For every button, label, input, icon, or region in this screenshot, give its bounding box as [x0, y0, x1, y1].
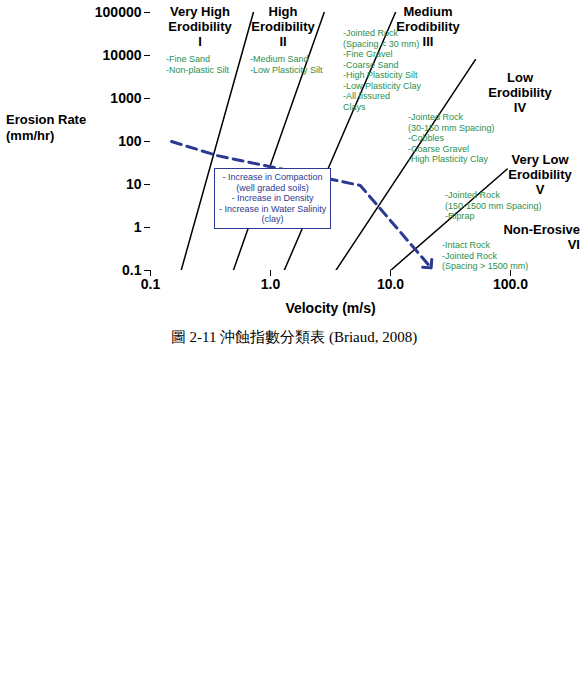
html-text:Erodibility: Erodibility: [396, 19, 460, 34]
svg-text:Velocity (m/s): Velocity (m/s): [285, 300, 375, 316]
html-text:-Intact Rock: -Intact Rock: [442, 240, 490, 250]
html-text:- Increase in Water Salinity: - Increase in Water Salinity: [219, 203, 327, 214]
html-text:Erosion Rate: Erosion Rate: [6, 112, 87, 127]
html-text:Erodibility: Erodibility: [251, 19, 315, 34]
html-text:Non-Erosive: Non-Erosive: [503, 222, 580, 237]
html-text:III: III: [422, 34, 434, 49]
svg-text:0.1: 0.1: [122, 262, 142, 278]
html-text:-Fine Gravel: -Fine Gravel: [343, 49, 393, 59]
html-text:Very High: Very High: [170, 4, 230, 19]
html-text:II: II: [279, 34, 287, 49]
svg-text:10000: 10000: [103, 47, 142, 63]
html-text:I: I: [198, 34, 202, 49]
html-text:-Coarse Sand: -Coarse Sand: [343, 59, 399, 70]
html-text:(Spacing < 30 mm): (Spacing < 30 mm): [343, 38, 420, 49]
html-text:-Cobbles: -Cobbles: [408, 133, 444, 143]
html-text:- Increase in Compaction: - Increase in Compaction: [222, 172, 323, 182]
html-text:-Riprap: -Riprap: [445, 211, 475, 221]
html-text:Clays: Clays: [343, 101, 366, 112]
html-text:-All fissured: -All fissured: [343, 91, 390, 101]
html-text:-Non-plastic Silt: -Non-plastic Silt: [166, 64, 229, 75]
html-text:-Jointed Rock: -Jointed Rock: [445, 190, 500, 200]
html-text:-Medium Sand: -Medium Sand: [250, 54, 309, 64]
html-text:-Coarse Gravel: -Coarse Gravel: [408, 143, 469, 154]
html-text:圖 2-11 沖蝕指數分類表 (Briaud, 2008): 圖 2-11 沖蝕指數分類表 (Briaud, 2008): [170, 329, 418, 345]
html-text:Erodibility: Erodibility: [508, 167, 572, 182]
html-text:Medium: Medium: [403, 4, 453, 19]
html-text:(Spacing > 1500 mm): (Spacing > 1500 mm): [442, 261, 529, 271]
html-text:- Increase in Density: - Increase in Density: [231, 193, 314, 203]
html-text:-Jointed Rock: -Jointed Rock: [343, 28, 398, 38]
html-text:V: V: [535, 182, 545, 197]
html-text:(well graded soils): (well graded soils): [236, 182, 309, 193]
svg-text:100: 100: [118, 133, 142, 149]
html-text:VI: VI: [567, 237, 580, 252]
html-text:-High Plasticity Silt: -High Plasticity Silt: [343, 70, 418, 80]
html-text:Erodibility: Erodibility: [168, 19, 232, 34]
html-text:-Low Plasticity Silt: -Low Plasticity Silt: [250, 64, 323, 75]
svg-text:1000: 1000: [110, 90, 141, 106]
svg-text:10.0: 10.0: [377, 276, 404, 292]
html-text:Low: Low: [507, 70, 533, 85]
html-text:(30-150 mm Spacing): (30-150 mm Spacing): [408, 122, 495, 133]
html-text:(clay): (clay): [261, 214, 284, 224]
html-text:-Low Plasticity Clay: -Low Plasticity Clay: [343, 80, 421, 91]
html-text:Erodibility: Erodibility: [488, 85, 552, 100]
html-text:-Jointed Rock: -Jointed Rock: [408, 112, 463, 122]
html-text:-Fine Sand: -Fine Sand: [166, 54, 210, 64]
html-text:IV: IV: [513, 100, 527, 115]
svg-text:1.0: 1.0: [261, 276, 281, 292]
html-text:(150-1500 mm Spacing): (150-1500 mm Spacing): [445, 200, 542, 211]
svg-text:0.1: 0.1: [141, 276, 161, 292]
html-text:(mm/hr): (mm/hr): [6, 128, 55, 143]
svg-text:1: 1: [134, 219, 142, 235]
html-text:Very Low: Very Low: [511, 152, 569, 167]
html-text:-Jointed Rock: -Jointed Rock: [442, 250, 497, 261]
html-text:-High Plasticity Clay: -High Plasticity Clay: [408, 154, 488, 164]
svg-text:100000: 100000: [95, 4, 142, 20]
html-text:High: High: [268, 4, 298, 19]
svg-text:10: 10: [126, 176, 142, 192]
svg-text:100.0: 100.0: [493, 276, 528, 292]
